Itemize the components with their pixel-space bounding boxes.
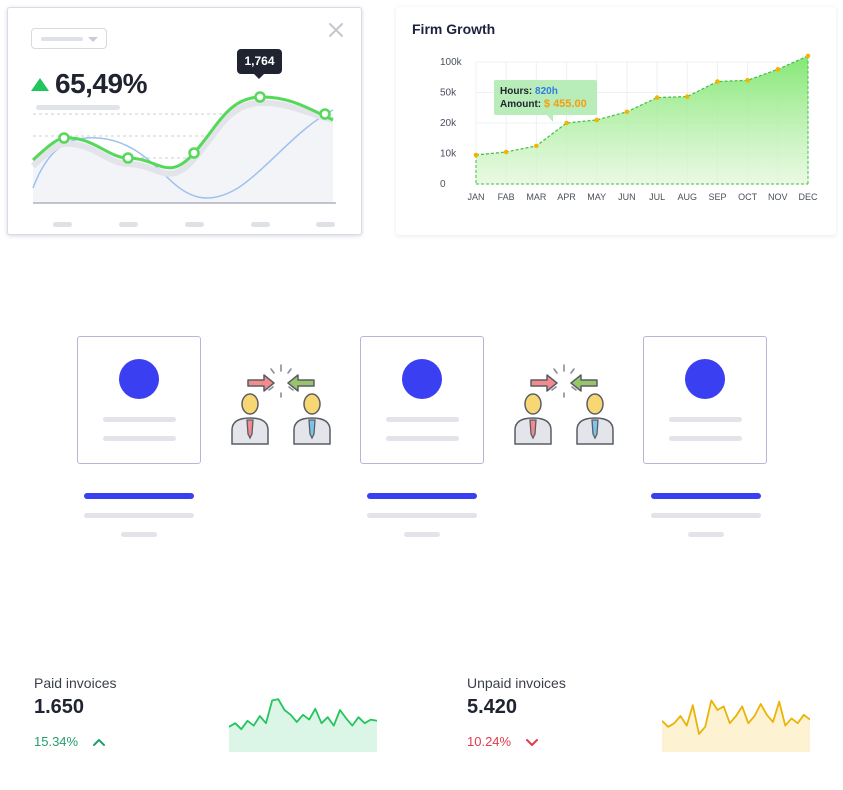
- text-placeholder: [651, 513, 761, 518]
- chevron-down-icon: [526, 739, 538, 746]
- data-point: [805, 53, 811, 59]
- trend-up-icon: [31, 77, 49, 91]
- text-placeholder: [404, 532, 440, 537]
- text-placeholder: [669, 417, 742, 422]
- avatar: [685, 359, 725, 399]
- data-point: [254, 91, 266, 103]
- text-placeholder: [103, 436, 176, 441]
- chart-title: Firm Growth: [412, 21, 496, 37]
- data-point: [122, 152, 134, 164]
- title-placeholder-bar: [651, 493, 761, 499]
- point-tooltip: 1,764: [237, 49, 282, 79]
- sparkline-area: [229, 699, 377, 752]
- text-placeholder: [688, 532, 724, 537]
- paid-invoices-value: 1.650: [34, 696, 85, 718]
- data-point: [654, 95, 660, 100]
- tooltip-hours-label: Hours:: [500, 86, 533, 97]
- data-point: [319, 108, 331, 120]
- profile-card: [360, 336, 484, 464]
- x-tick-placeholder: [185, 222, 204, 227]
- title-placeholder-bar: [367, 493, 477, 499]
- avatar: [402, 359, 442, 399]
- tooltip-hours-value: 820h: [535, 86, 558, 97]
- profile-card: [77, 336, 201, 464]
- data-point: [188, 147, 200, 159]
- x-tick-label: JAN: [467, 192, 484, 202]
- data-point: [564, 120, 569, 126]
- text-placeholder: [84, 513, 194, 518]
- x-tick-label: FAB: [498, 192, 515, 202]
- paid-invoices-change: 15.34%: [34, 734, 79, 749]
- sparkline-line: [229, 698, 377, 731]
- unpaid-invoices-change: 10.24%: [467, 734, 512, 749]
- firm-growth-card: Firm Growth 0 10k 20k 50k 100k JAN FAB MAR APR MA…: [396, 7, 836, 235]
- x-tick-label: OCT: [738, 192, 758, 202]
- tooltip-amount-value: $ 455.00: [543, 98, 587, 110]
- y-tick-label: 100k: [440, 57, 463, 68]
- x-tick-placeholder: [316, 222, 335, 227]
- data-point: [534, 143, 539, 149]
- text-placeholder: [367, 513, 477, 518]
- text-placeholder: [121, 532, 157, 537]
- text-placeholder: [669, 436, 742, 441]
- data-point: [624, 109, 630, 115]
- data-point: [684, 94, 690, 99]
- data-point: [594, 117, 600, 123]
- people-exchange-icon: [514, 364, 614, 445]
- y-tick-label: 50k: [440, 88, 457, 99]
- chevron-up-icon: [93, 739, 105, 746]
- title-placeholder-bar: [84, 493, 194, 499]
- data-point: [715, 79, 720, 84]
- x-tick-label: SEP: [708, 192, 726, 202]
- x-tick-placeholder: [53, 222, 72, 227]
- avatar: [119, 359, 159, 399]
- period-dropdown[interactable]: [31, 28, 107, 49]
- close-icon[interactable]: [327, 21, 345, 39]
- tooltip-amount-label: Amount:: [500, 99, 542, 110]
- x-tick-label: DEC: [798, 192, 818, 202]
- headline-metric: 65,49%: [31, 66, 147, 102]
- text-placeholder: [386, 417, 459, 422]
- series-line: [475, 55, 809, 156]
- x-tick-label: JUN: [618, 192, 636, 202]
- x-tick-label: JUL: [649, 192, 665, 202]
- y-tick-label: 10k: [440, 149, 457, 160]
- x-tick-placeholder: [251, 222, 270, 227]
- unpaid-invoices-value: 5.420: [467, 696, 518, 718]
- data-point: [473, 152, 479, 158]
- unpaid-invoices-sparkline: [662, 699, 810, 752]
- data-point: [775, 67, 781, 72]
- x-tick-label: APR: [557, 192, 576, 202]
- wave-chart: [30, 91, 336, 204]
- people-exchange-icon: [231, 364, 331, 445]
- x-tick-placeholder: [119, 222, 138, 227]
- metric-card: 65,49%: [7, 7, 362, 235]
- text-placeholder: [386, 436, 459, 441]
- data-point: [745, 78, 750, 83]
- headline-value: 65,49%: [55, 68, 147, 99]
- headline-caption-bar: [36, 105, 120, 110]
- sparkline-line: [662, 699, 810, 735]
- firm-growth-chart: 0 10k 20k 50k 100k JAN FAB MAR APR MAY JUN JUL AUG SE…: [440, 53, 818, 202]
- profile-card: [643, 336, 767, 464]
- unpaid-invoices-label: Unpaid invoices: [467, 675, 566, 691]
- x-tick-label: AUG: [678, 192, 698, 202]
- y-tick-label: 20k: [440, 118, 457, 129]
- y-tick-label: 0: [440, 179, 446, 190]
- chart-tooltip: Hours: 820h Amount: $ 455.00: [494, 80, 597, 122]
- chevron-down-icon: [88, 37, 98, 42]
- data-point: [58, 132, 70, 144]
- x-tick-label: NOV: [768, 192, 788, 202]
- paid-invoices-sparkline: [229, 698, 377, 752]
- data-point: [503, 149, 509, 155]
- x-tick-label: MAY: [587, 192, 606, 202]
- sparkline-area: [662, 700, 810, 752]
- text-placeholder: [103, 417, 176, 422]
- x-tick-label: MAR: [526, 192, 547, 202]
- paid-invoices-label: Paid invoices: [34, 675, 117, 691]
- series-area: [476, 55, 808, 185]
- dropdown-placeholder-bar: [41, 37, 83, 41]
